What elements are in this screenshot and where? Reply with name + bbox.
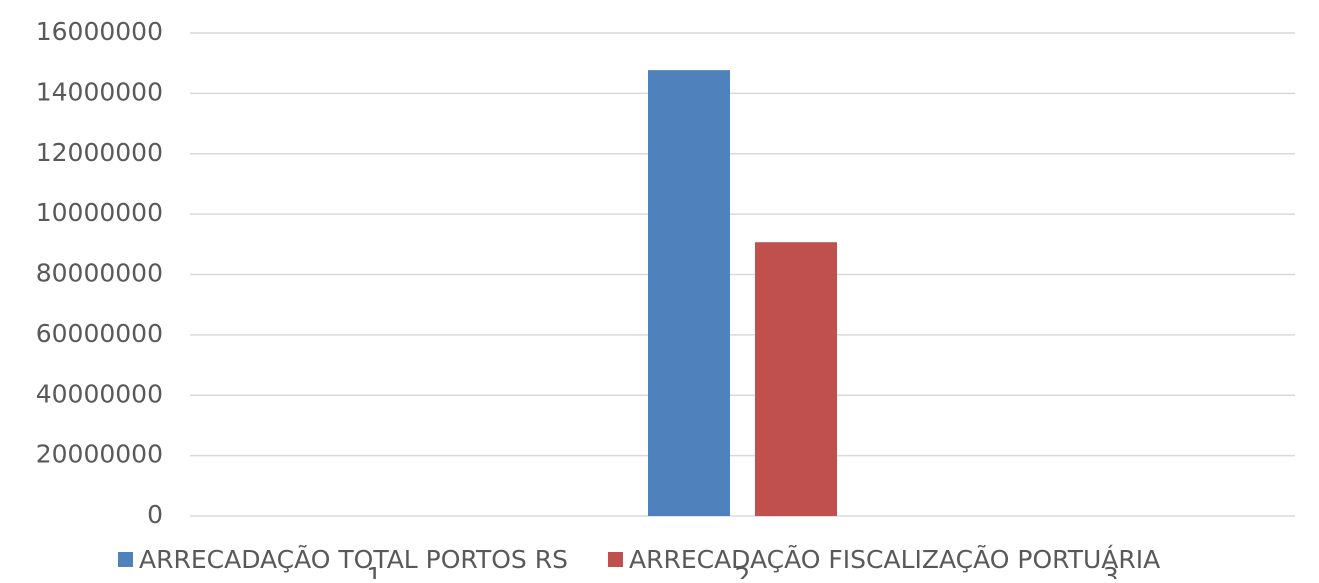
legend-label: ARRECADAÇÃO FISCALIZAÇÃO PORTUÁRIA xyxy=(629,544,1160,574)
legend-swatch xyxy=(607,552,623,567)
y-tick-label: 20000000 xyxy=(36,440,163,469)
y-tick-label: 16000000 xyxy=(36,17,163,46)
y-tick-label: 40000000 xyxy=(36,379,163,408)
bar xyxy=(755,242,837,516)
y-tick-label: 0 xyxy=(147,500,163,529)
x-tick-label: 3 xyxy=(1103,562,1119,579)
y-tick-label: 80000000 xyxy=(36,259,163,288)
legend-swatch xyxy=(118,552,133,567)
y-tick-label: 10000000 xyxy=(36,198,163,227)
x-tick-label: 1 xyxy=(366,562,382,579)
y-tick-label: 14000000 xyxy=(36,77,163,106)
legend-label: ARRECADAÇÃO TOTAL PORTOS RS xyxy=(139,544,568,574)
y-tick-label: 60000000 xyxy=(36,319,163,348)
bar xyxy=(648,70,730,517)
y-tick-label: 12000000 xyxy=(36,138,163,167)
x-tick-label: 2 xyxy=(735,562,751,579)
